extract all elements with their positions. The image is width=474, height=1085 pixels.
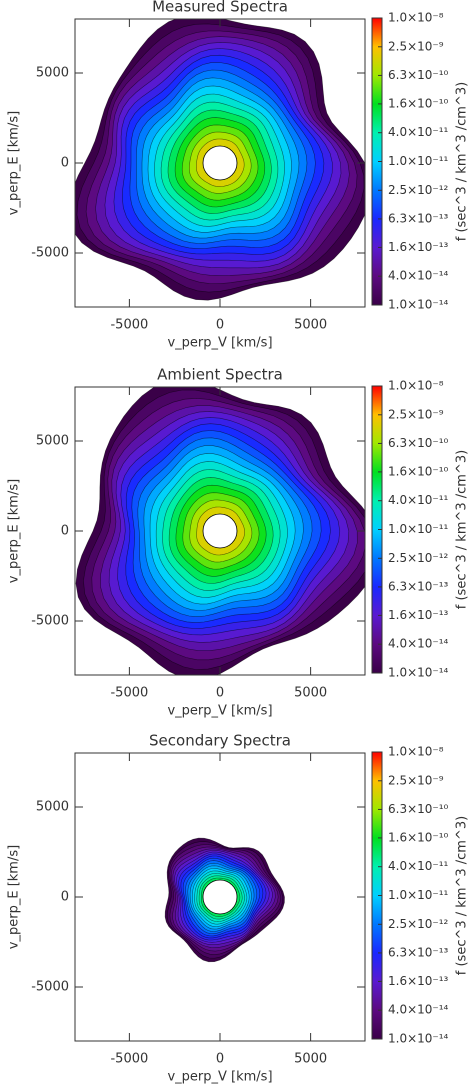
x-tick-label: 5000 <box>294 1052 327 1067</box>
colorbar-tick-label: 2.5×10⁻¹² <box>388 183 449 197</box>
x-tick-label: -5000 <box>110 686 148 701</box>
colorbar-tick-label: 4.0×10⁻¹¹ <box>388 493 449 507</box>
center-hole <box>202 145 238 181</box>
y-tick-label: 0 <box>61 890 69 905</box>
x-axis-label: v_perp_V [km/s] <box>167 704 272 719</box>
colorbar-tick-label: 4.0×10⁻¹⁴ <box>388 269 449 283</box>
colorbar-label: f (sec^3 / km^3 /cm^3) <box>455 816 470 975</box>
colorbar-tick-label: 6.3×10⁻¹⁰ <box>388 68 449 82</box>
y-tick-label: 5000 <box>36 434 69 449</box>
colorbar-tick-label: 1.0×10⁻¹¹ <box>388 522 449 536</box>
colorbar-tick-label: 1.6×10⁻¹⁰ <box>388 464 449 478</box>
colorbar-tick-label: 6.3×10⁻¹⁰ <box>388 436 449 450</box>
colorbar-tick-label: 2.5×10⁻⁹ <box>388 407 444 421</box>
colorbar-tick-label: 1.0×10⁻¹¹ <box>388 154 449 168</box>
colorbar-tick-label: 1.0×10⁻¹⁴ <box>388 1032 449 1046</box>
y-tick-label: -5000 <box>31 246 69 261</box>
colorbar-tick-label: 1.0×10⁻⁸ <box>388 379 444 393</box>
colorbar-tick-label: 6.3×10⁻¹³ <box>388 945 449 959</box>
chart-title: Secondary Spectra <box>149 732 291 750</box>
colorbar-tick-label: 1.0×10⁻¹⁴ <box>388 666 449 680</box>
colorbar-tick-label: 2.5×10⁻⁹ <box>388 39 444 53</box>
contour-field <box>75 387 365 675</box>
colorbar-label: f (sec^3 / km^3 /cm^3) <box>455 450 470 609</box>
y-tick-label: -5000 <box>31 614 69 629</box>
colorbar-tick-label: 1.6×10⁻¹⁰ <box>388 96 449 110</box>
colorbar-tick-label: 6.3×10⁻¹³ <box>388 211 449 225</box>
colorbar-tick-label: 1.6×10⁻¹³ <box>388 608 449 622</box>
colorbar-tick-label: 1.0×10⁻¹¹ <box>388 888 449 902</box>
x-tick-label: -5000 <box>110 318 148 333</box>
colorbar-label: f (sec^3 / km^3 /cm^3) <box>455 82 470 241</box>
colorbar-tick-label: 4.0×10⁻¹⁴ <box>388 1003 449 1017</box>
colorbar-tick-label: 4.0×10⁻¹¹ <box>388 125 449 139</box>
y-axis-label: v_perp_E [km/s] <box>7 479 22 583</box>
contour-field <box>75 19 365 301</box>
chart-title: Ambient Spectra <box>157 366 283 384</box>
colorbar-tick-label: 1.0×10⁻¹⁴ <box>388 298 449 312</box>
colorbar-tick-label: 2.5×10⁻⁹ <box>388 773 444 787</box>
y-axis-label: v_perp_E [km/s] <box>7 111 22 215</box>
y-tick-label: 0 <box>61 524 69 539</box>
x-tick-label: 5000 <box>294 318 327 333</box>
chart-title: Measured Spectra <box>152 0 288 16</box>
colorbar-tick-label: 6.3×10⁻¹⁰ <box>388 802 449 816</box>
colorbar-tick-label: 2.5×10⁻¹² <box>388 551 449 565</box>
colorbar-tick-label: 1.6×10⁻¹³ <box>388 240 449 254</box>
x-axis-label: v_perp_V [km/s] <box>167 1070 272 1085</box>
contour-field <box>164 837 285 963</box>
colorbar-tick-label: 4.0×10⁻¹⁴ <box>388 637 449 651</box>
colorbar-tick-label: 2.5×10⁻¹² <box>388 917 449 931</box>
x-tick-label: 5000 <box>294 686 327 701</box>
center-hole <box>202 513 238 549</box>
y-axis-label: v_perp_E [km/s] <box>7 845 22 949</box>
center-hole <box>202 879 238 915</box>
colorbar-tick-label: 6.3×10⁻¹³ <box>388 579 449 593</box>
x-tick-label: 0 <box>216 318 224 333</box>
colorbar-tick-label: 1.6×10⁻¹⁰ <box>388 830 449 844</box>
colorbar-tick-label: 1.0×10⁻⁸ <box>388 11 444 25</box>
y-tick-label: -5000 <box>31 980 69 995</box>
y-tick-label: 5000 <box>36 66 69 81</box>
colorbar-tick-label: 1.6×10⁻¹³ <box>388 974 449 988</box>
x-tick-label: 0 <box>216 1052 224 1067</box>
y-tick-label: 5000 <box>36 800 69 815</box>
x-tick-label: -5000 <box>110 1052 148 1067</box>
y-tick-label: 0 <box>61 156 69 171</box>
colorbar-tick-label: 1.0×10⁻⁸ <box>388 745 444 759</box>
colorbar-tick-label: 4.0×10⁻¹¹ <box>388 859 449 873</box>
x-tick-label: 0 <box>216 686 224 701</box>
x-axis-label: v_perp_V [km/s] <box>167 336 272 351</box>
